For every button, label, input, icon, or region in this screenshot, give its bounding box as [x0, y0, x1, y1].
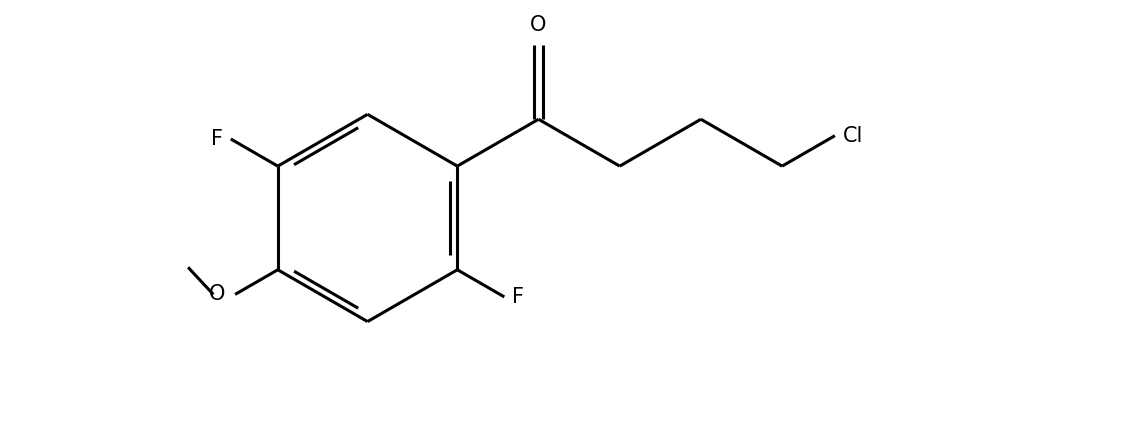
Text: O: O — [531, 15, 546, 36]
Text: Cl: Cl — [843, 126, 863, 146]
Text: F: F — [211, 129, 223, 149]
Text: O: O — [209, 285, 225, 304]
Text: F: F — [513, 287, 524, 307]
